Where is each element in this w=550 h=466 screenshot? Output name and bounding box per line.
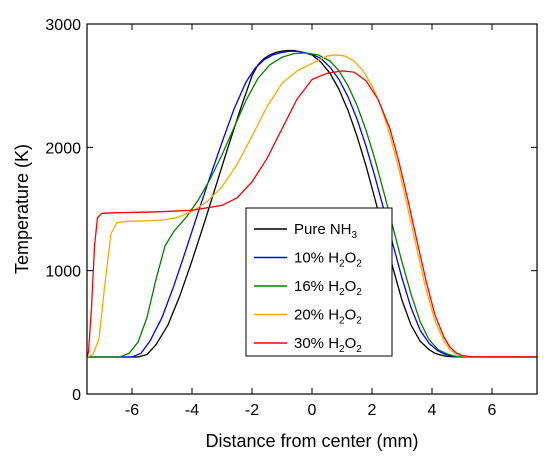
x-tick-label-3: 0 [308, 402, 317, 419]
x-tick-label-4: 2 [368, 402, 377, 419]
y-tick-label-2: 2000 [45, 140, 81, 157]
series-line-4 [86, 70, 538, 358]
x-tick-label-1: -4 [185, 402, 199, 419]
series-line-3 [86, 54, 537, 358]
legend-label-2: 16% H2​O2​ [294, 278, 362, 298]
x-tick-label-2: -2 [245, 402, 259, 419]
y-tick-label-0: 0 [72, 387, 81, 404]
y-tick-label-3: 3000 [45, 17, 81, 34]
legend: Pure NH3​ 10% H2​O2​ 16% H2​O2​ 20% H2​O2​ 3… [245, 207, 393, 357]
x-tick-label-0: -6 [125, 402, 139, 419]
legend-label-3: 20% H2​O2​ [294, 307, 362, 327]
legend-box [245, 207, 393, 357]
series-line-2 [87, 52, 537, 358]
x-axis-title: Distance from center (mm) [205, 431, 418, 451]
ticks-layer: -6 -4 -2 0 2 4 6 0 1000 2000 3000 [45, 17, 537, 419]
legend-label-4: 30% H2​O2​ [294, 335, 362, 355]
y-axis-title: Temperature (K) [12, 144, 32, 274]
series-layer [86, 49, 538, 358]
legend-label-0: Pure NH3​ [294, 221, 358, 241]
series-line-1 [87, 50, 537, 358]
x-tick-label-5: 4 [428, 402, 437, 419]
y-tick-label-1: 1000 [45, 264, 81, 281]
legend-label-1: 10% H2​O2​ [294, 250, 362, 270]
x-tick-label-6: 6 [488, 402, 497, 419]
